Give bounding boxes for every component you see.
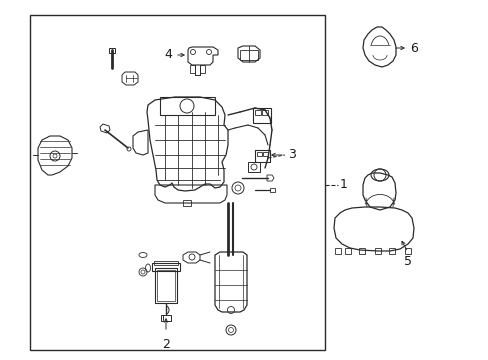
- Bar: [404, 248, 410, 254]
- Text: 6: 6: [409, 41, 417, 54]
- Bar: [183, 200, 191, 206]
- Bar: [257, 152, 262, 156]
- Bar: [263, 152, 267, 156]
- Bar: [252, 108, 270, 123]
- Bar: [161, 315, 171, 321]
- Bar: [388, 248, 394, 254]
- Bar: [358, 248, 364, 254]
- Bar: [334, 248, 340, 254]
- Bar: [254, 110, 261, 115]
- Bar: [109, 48, 115, 53]
- Bar: [157, 270, 175, 301]
- Text: 1: 1: [339, 179, 347, 192]
- Bar: [254, 150, 269, 162]
- Text: 2: 2: [162, 338, 170, 351]
- Bar: [155, 268, 177, 303]
- Bar: [262, 110, 267, 115]
- Text: 3: 3: [287, 148, 295, 162]
- Bar: [30, 15, 325, 350]
- Text: 5: 5: [403, 255, 411, 268]
- Bar: [154, 261, 178, 265]
- Bar: [269, 188, 274, 192]
- Bar: [152, 263, 180, 271]
- Bar: [240, 50, 258, 60]
- Bar: [190, 65, 195, 73]
- Bar: [160, 97, 215, 115]
- Bar: [374, 248, 380, 254]
- Bar: [247, 162, 260, 172]
- Bar: [345, 248, 350, 254]
- Bar: [200, 65, 204, 73]
- Text: 4: 4: [164, 49, 172, 62]
